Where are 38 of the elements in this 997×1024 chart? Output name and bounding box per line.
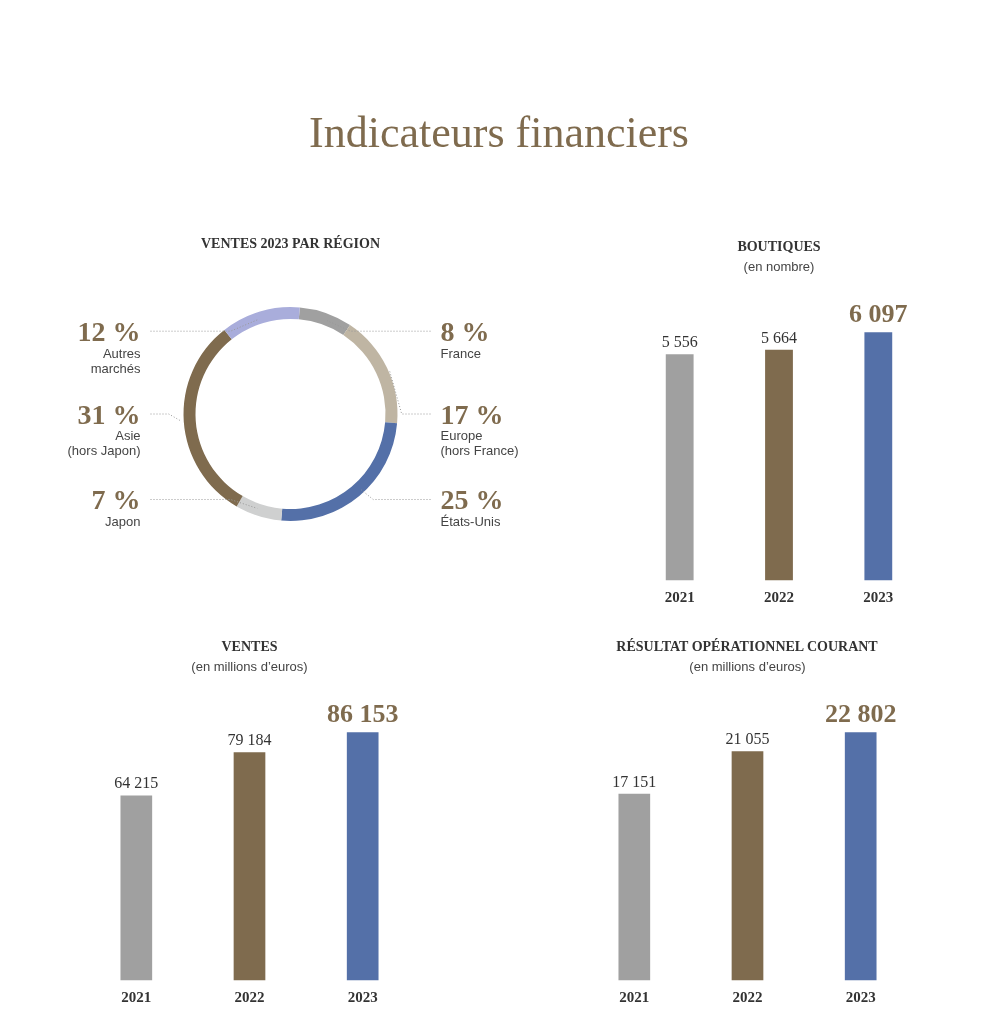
x-tick-label: 2023 — [863, 588, 894, 605]
slice-label: Europe (hors France) — [440, 428, 519, 459]
chart-subtitle: (en nombre) — [743, 258, 815, 274]
data-label: 7 % — [91, 484, 141, 515]
slice-label: États-Unis — [440, 513, 501, 529]
text: Indicateurs financiers — [309, 108, 689, 157]
data-label: 64 215 — [114, 774, 159, 792]
x-tick-label: 2021 — [619, 988, 650, 1005]
chart-subtitle: (en millions d’euros) — [191, 658, 308, 674]
data-label: 21 055 — [725, 730, 770, 748]
data-label: 86 153 — [326, 699, 399, 729]
data-label: 22 802 — [824, 699, 897, 729]
data-label: 25 % — [440, 484, 504, 515]
chart-title: VENTES — [221, 638, 278, 654]
x-tick-label: 2022 — [234, 988, 265, 1005]
data-label: 31 % — [77, 398, 141, 430]
data-label: 5 556 — [661, 333, 698, 351]
slice-label: Autres marchés — [90, 345, 141, 376]
x-tick-label: 2023 — [845, 988, 876, 1005]
data-label: 17 151 — [612, 772, 657, 790]
data-label: 79 184 — [227, 731, 272, 749]
data-label: 12 % — [77, 315, 141, 347]
chart-subtitle: (en millions d’euros) — [689, 658, 806, 674]
data-label: 17 % — [440, 398, 504, 430]
slice-label: Japon — [105, 513, 141, 529]
chart-title: RÉSULTAT OPÉRATIONNEL COURANT — [616, 637, 879, 654]
slice-label: Asie (hors Japon) — [67, 428, 141, 459]
slice-label: France — [440, 345, 481, 361]
x-tick-label: 2022 — [732, 988, 763, 1005]
x-tick-label: 2021 — [121, 988, 152, 1005]
data-label: 8 % — [440, 315, 490, 347]
data-label: 5 664 — [761, 328, 797, 346]
x-tick-label: 2022 — [764, 588, 794, 605]
chart-title: VENTES 2023 PAR RÉGION — [200, 234, 381, 251]
chart-title: BOUTIQUES — [737, 238, 821, 254]
data-label: 6 097 — [849, 299, 908, 329]
x-tick-label: 2023 — [347, 988, 378, 1005]
x-tick-label: 2021 — [664, 588, 695, 605]
